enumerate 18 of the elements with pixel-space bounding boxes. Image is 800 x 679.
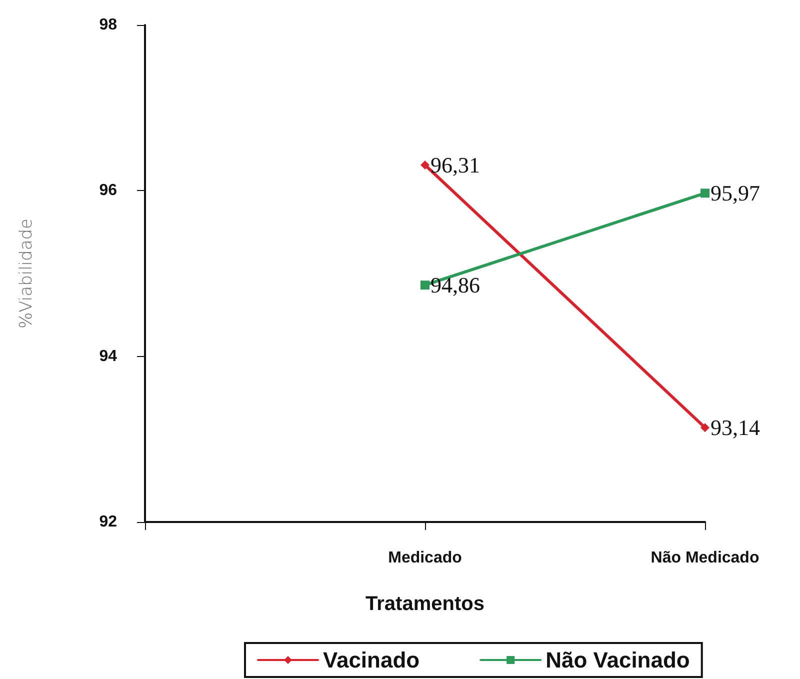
- y-tick-label: 94: [99, 348, 118, 365]
- point: [700, 188, 710, 198]
- data-label: 94,86: [430, 272, 480, 298]
- y-tick-label: 92: [99, 514, 118, 530]
- y-axis-title: %Viabilidade: [16, 218, 36, 328]
- y-tick-label: 96: [99, 182, 118, 200]
- x-tick-label: Medicado: [388, 550, 462, 566]
- point: [420, 280, 430, 290]
- data-label: 93,14: [710, 415, 760, 440]
- data-label: 95,97: [710, 180, 760, 206]
- y-tick-label: 98: [99, 16, 118, 34]
- point: [420, 160, 430, 170]
- legend-label: Vacinado: [323, 648, 420, 672]
- legend-label: Não Vacinado: [546, 648, 690, 672]
- x-axis-title: Tratamentos: [366, 593, 484, 615]
- point: [700, 423, 710, 432]
- x-tick-label: Não Medicado: [650, 550, 760, 566]
- data-label: 96,31: [430, 152, 480, 178]
